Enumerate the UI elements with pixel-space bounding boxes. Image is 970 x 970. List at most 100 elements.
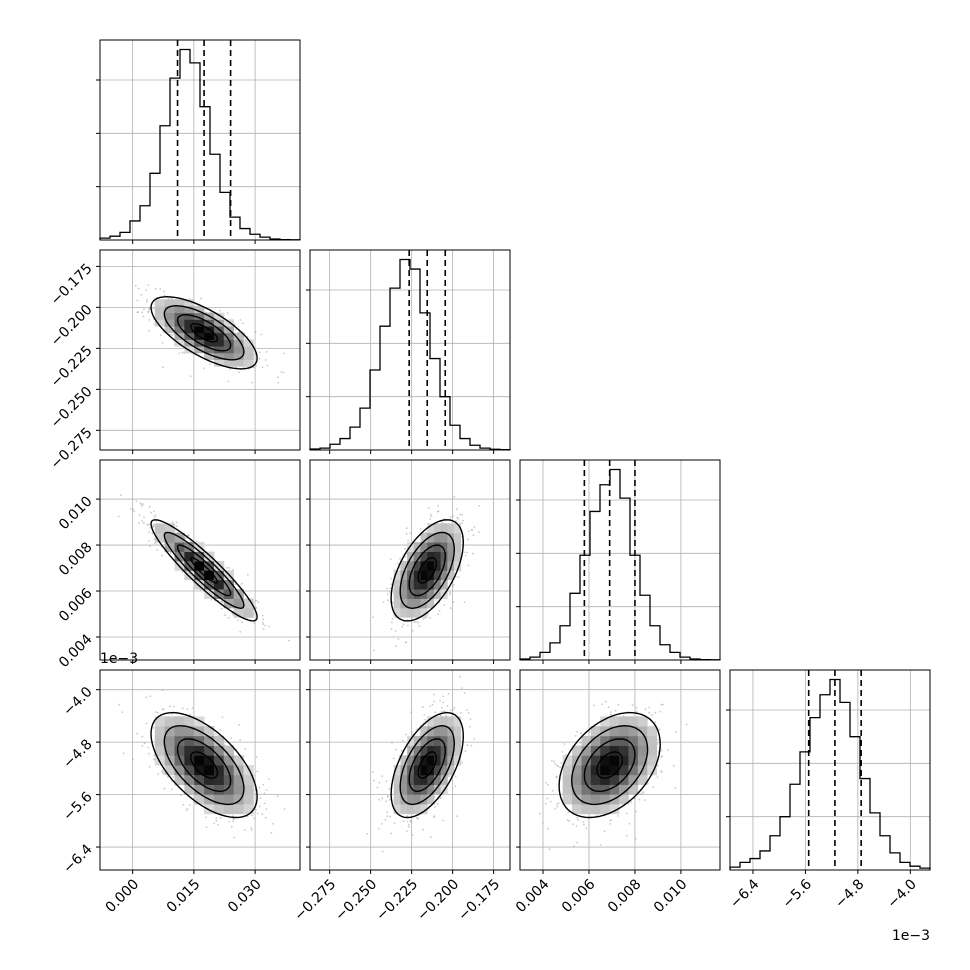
density-cell: [440, 774, 448, 785]
y-tick-label: −4.8: [60, 736, 95, 771]
density-cell: [233, 804, 244, 815]
scatter-point: [142, 315, 145, 318]
density-cell: [223, 339, 235, 347]
density-cell: [204, 726, 215, 737]
density-cell: [194, 306, 205, 314]
density-cell: [213, 589, 225, 599]
scatter-point: [642, 791, 644, 793]
scatter-point: [443, 604, 445, 606]
scatter-panel-2-1: [306, 459, 511, 664]
scatter-point: [181, 707, 184, 710]
density-cell: [420, 607, 428, 618]
density-cell: [194, 560, 205, 571]
density-cell: [393, 579, 401, 590]
scatter-point: [449, 516, 452, 518]
density-cell: [572, 804, 582, 815]
density-cell: [194, 579, 205, 590]
scatter-point: [259, 797, 262, 800]
scatter-point: [117, 515, 120, 518]
density-cell: [213, 745, 225, 756]
density-cell: [590, 784, 601, 795]
density-cell: [420, 745, 428, 756]
scatter-point: [140, 293, 143, 296]
scatter-point: [609, 819, 612, 822]
density-cell: [164, 523, 175, 534]
scatter-point: [263, 792, 266, 795]
scatter-point: [386, 815, 389, 817]
scatter-point: [162, 771, 165, 774]
density-cell: [427, 551, 435, 562]
scatter-point: [394, 630, 397, 632]
y-tick-label: 0.006: [56, 585, 96, 625]
density-cell: [154, 319, 166, 327]
contour-line: [150, 711, 258, 819]
scatter-point: [241, 621, 244, 624]
density-cell: [572, 765, 582, 776]
scatter-point: [452, 515, 454, 518]
scatter-point: [576, 730, 578, 733]
density-cell: [174, 735, 185, 746]
scatter-point: [234, 328, 237, 331]
density-cell: [407, 804, 415, 815]
scatter-point: [215, 817, 218, 820]
density-cell: [413, 735, 421, 746]
scatter-panel-1-0: [96, 249, 301, 454]
density-cell: [628, 716, 639, 727]
density-cell: [204, 755, 215, 766]
panel-frame: [99, 249, 301, 451]
scatter-point: [579, 742, 582, 744]
density-cell: [619, 755, 629, 766]
density-cell: [413, 589, 421, 599]
scatter-point: [145, 722, 148, 725]
density-cell: [213, 359, 225, 367]
scatter-point: [478, 505, 480, 507]
density-cell: [637, 774, 648, 785]
density-cell: [600, 735, 611, 746]
scatter-point: [141, 735, 144, 738]
scatter-point: [372, 779, 375, 782]
density-cell: [590, 735, 601, 746]
density-cell: [164, 716, 175, 727]
density-cell: [407, 745, 415, 756]
scatter-point: [460, 687, 463, 689]
scatter-point: [634, 838, 637, 840]
density-cell: [440, 579, 448, 590]
density-cell: [233, 359, 244, 367]
scatter-point: [440, 710, 443, 713]
scatter-point: [283, 808, 286, 810]
scatter-point: [213, 822, 216, 825]
contour-line: [583, 738, 636, 793]
contour-line: [390, 519, 465, 622]
scatter-point: [397, 638, 400, 640]
scatter-point: [187, 534, 190, 537]
density-cell: [590, 755, 601, 766]
density-cell: [440, 542, 448, 552]
density-cell: [174, 299, 185, 307]
density-cell: [393, 765, 401, 776]
density-cell: [400, 589, 408, 599]
scatter-point: [628, 822, 631, 825]
histogram-step-line: [99, 48, 301, 241]
scatter-point: [151, 532, 154, 535]
density-cell: [427, 726, 435, 737]
density-cell: [154, 523, 166, 534]
density-cell: [590, 804, 601, 815]
density-cell: [433, 774, 442, 785]
density-cell: [609, 716, 620, 727]
density-cell: [393, 794, 401, 805]
density-layer: [118, 689, 300, 839]
scatter-point: [467, 530, 470, 532]
density-cell: [194, 326, 205, 334]
contour-line: [596, 751, 624, 779]
scatter-point: [270, 831, 273, 834]
density-cell: [581, 784, 592, 795]
scatter-point: [448, 593, 451, 596]
scatter-point: [387, 795, 389, 798]
density-cell: [440, 532, 448, 543]
density-cell: [609, 774, 620, 785]
scatter-point: [402, 820, 405, 822]
contour-line: [190, 556, 218, 584]
scatter-point: [282, 352, 285, 355]
scatter-point: [433, 815, 436, 818]
